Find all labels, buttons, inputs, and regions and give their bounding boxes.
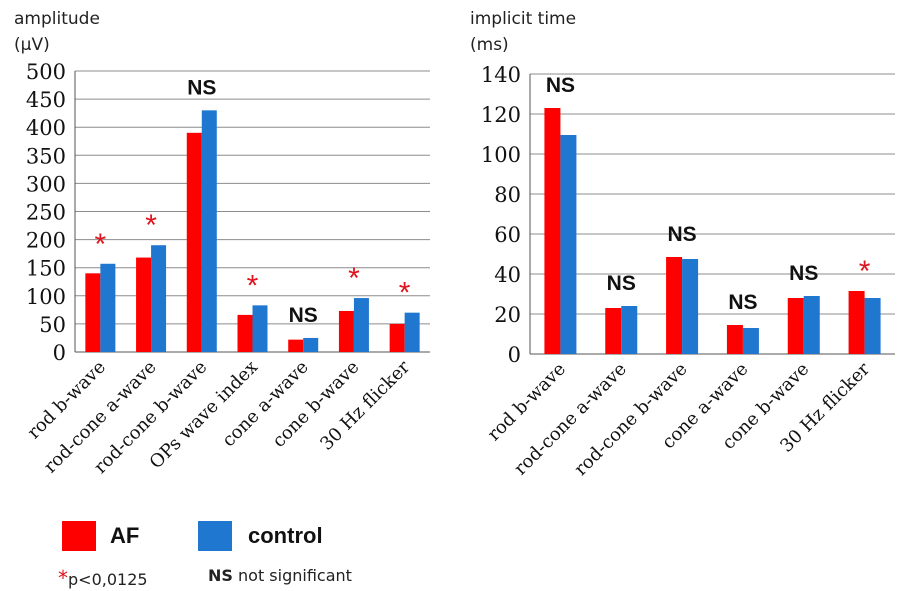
left-category-label: 30 Hz flicker [316,356,414,454]
right-bar-af [848,291,865,354]
left-bar-af [288,339,304,352]
right-ylabel-line1: implicit time [470,9,577,29]
legend-control-swatch [198,521,232,551]
left-ytick-label: 450 [26,88,66,112]
right-ns-label: NS [546,74,575,97]
right-bar-control [864,298,881,354]
left-bar-control [151,245,167,352]
left-ytick-label: 300 [26,172,66,196]
left-bar-control [252,305,268,352]
left-bar-af [85,273,101,352]
left-ytick-label: 350 [26,144,66,168]
right-ytick-label: 60 [494,223,521,247]
left-significance-star: * [145,209,157,242]
right-ns-label: NS [607,272,636,295]
ns-note: NS not significant [208,566,352,585]
left-bar-control [100,263,116,352]
left-ylabel: amplitude (µV) [14,6,100,58]
left-bar-af [338,310,354,352]
right-bar-control [803,296,820,354]
right-ylabel: implicit time (ms) [470,6,576,58]
left-ylabel-line2: (µV) [14,35,50,55]
right-ytick-label: 120 [481,103,521,127]
right-category-label: rod-cone a-wave [510,359,631,480]
right-bar-control [621,306,638,354]
left-ytick-label: 50 [39,313,66,337]
right-ylabel-line2: (ms) [470,35,509,55]
left-ytick-label: 0 [53,341,66,365]
left-significance-star: * [247,269,259,302]
right-ytick-label: 20 [494,303,521,327]
left-ytick-label: 400 [26,116,66,140]
left-bar-af [389,323,405,352]
left-bar-control [353,298,369,352]
left-significance-star: * [95,228,107,261]
right-ns-label: NS [667,223,696,246]
right-bar-af [666,257,683,354]
right-bar-control [742,328,759,354]
right-significance-star: * [859,255,871,288]
legend-af-swatch [62,521,96,551]
right-category-label: rod-cone b-wave [570,359,691,480]
right-ytick-label: 140 [481,63,521,87]
left-ytick-label: 250 [26,201,66,225]
star-symbol: * [58,566,68,590]
left-bar-control [404,312,420,352]
right-bar-af [544,108,561,354]
star-note: p<0,0125 [68,570,148,589]
left-ylabel-line1: amplitude [14,9,100,29]
right-ytick-label: 0 [508,343,521,367]
left-significance-star: * [399,277,411,310]
right-ns-label: NS [728,291,757,314]
left-significance-star: * [348,262,360,295]
left-ytick-label: 150 [26,257,66,281]
left-ytick-label: 200 [26,229,66,253]
right-ns-label: NS [789,262,818,285]
left-ytick-label: 500 [26,60,66,84]
left-ytick-label: 100 [26,285,66,309]
right-bar-control [560,135,577,354]
legend-af-label: AF [110,523,140,548]
right-ytick-label: 40 [494,263,521,287]
right-ytick-label: 80 [494,183,521,207]
left-bar-af [237,314,253,352]
right-ytick-label: 100 [481,143,521,167]
ns-symbol: NS [208,566,233,585]
ns-note-text: not significant [238,566,352,585]
legend-control-label: control [248,523,323,548]
right-bar-af [726,325,743,354]
right-bar-af [605,308,622,354]
significance-note: *p<0,0125 [58,566,148,590]
left-bar-control [303,337,319,352]
right-bar-control [682,259,699,354]
right-bar-af [787,298,804,354]
left-bar-af [136,257,152,352]
left-ns-label: NS [289,304,318,327]
left-bar-control [201,110,217,352]
left-ns-label: NS [187,76,216,99]
left-bar-af [186,132,202,352]
